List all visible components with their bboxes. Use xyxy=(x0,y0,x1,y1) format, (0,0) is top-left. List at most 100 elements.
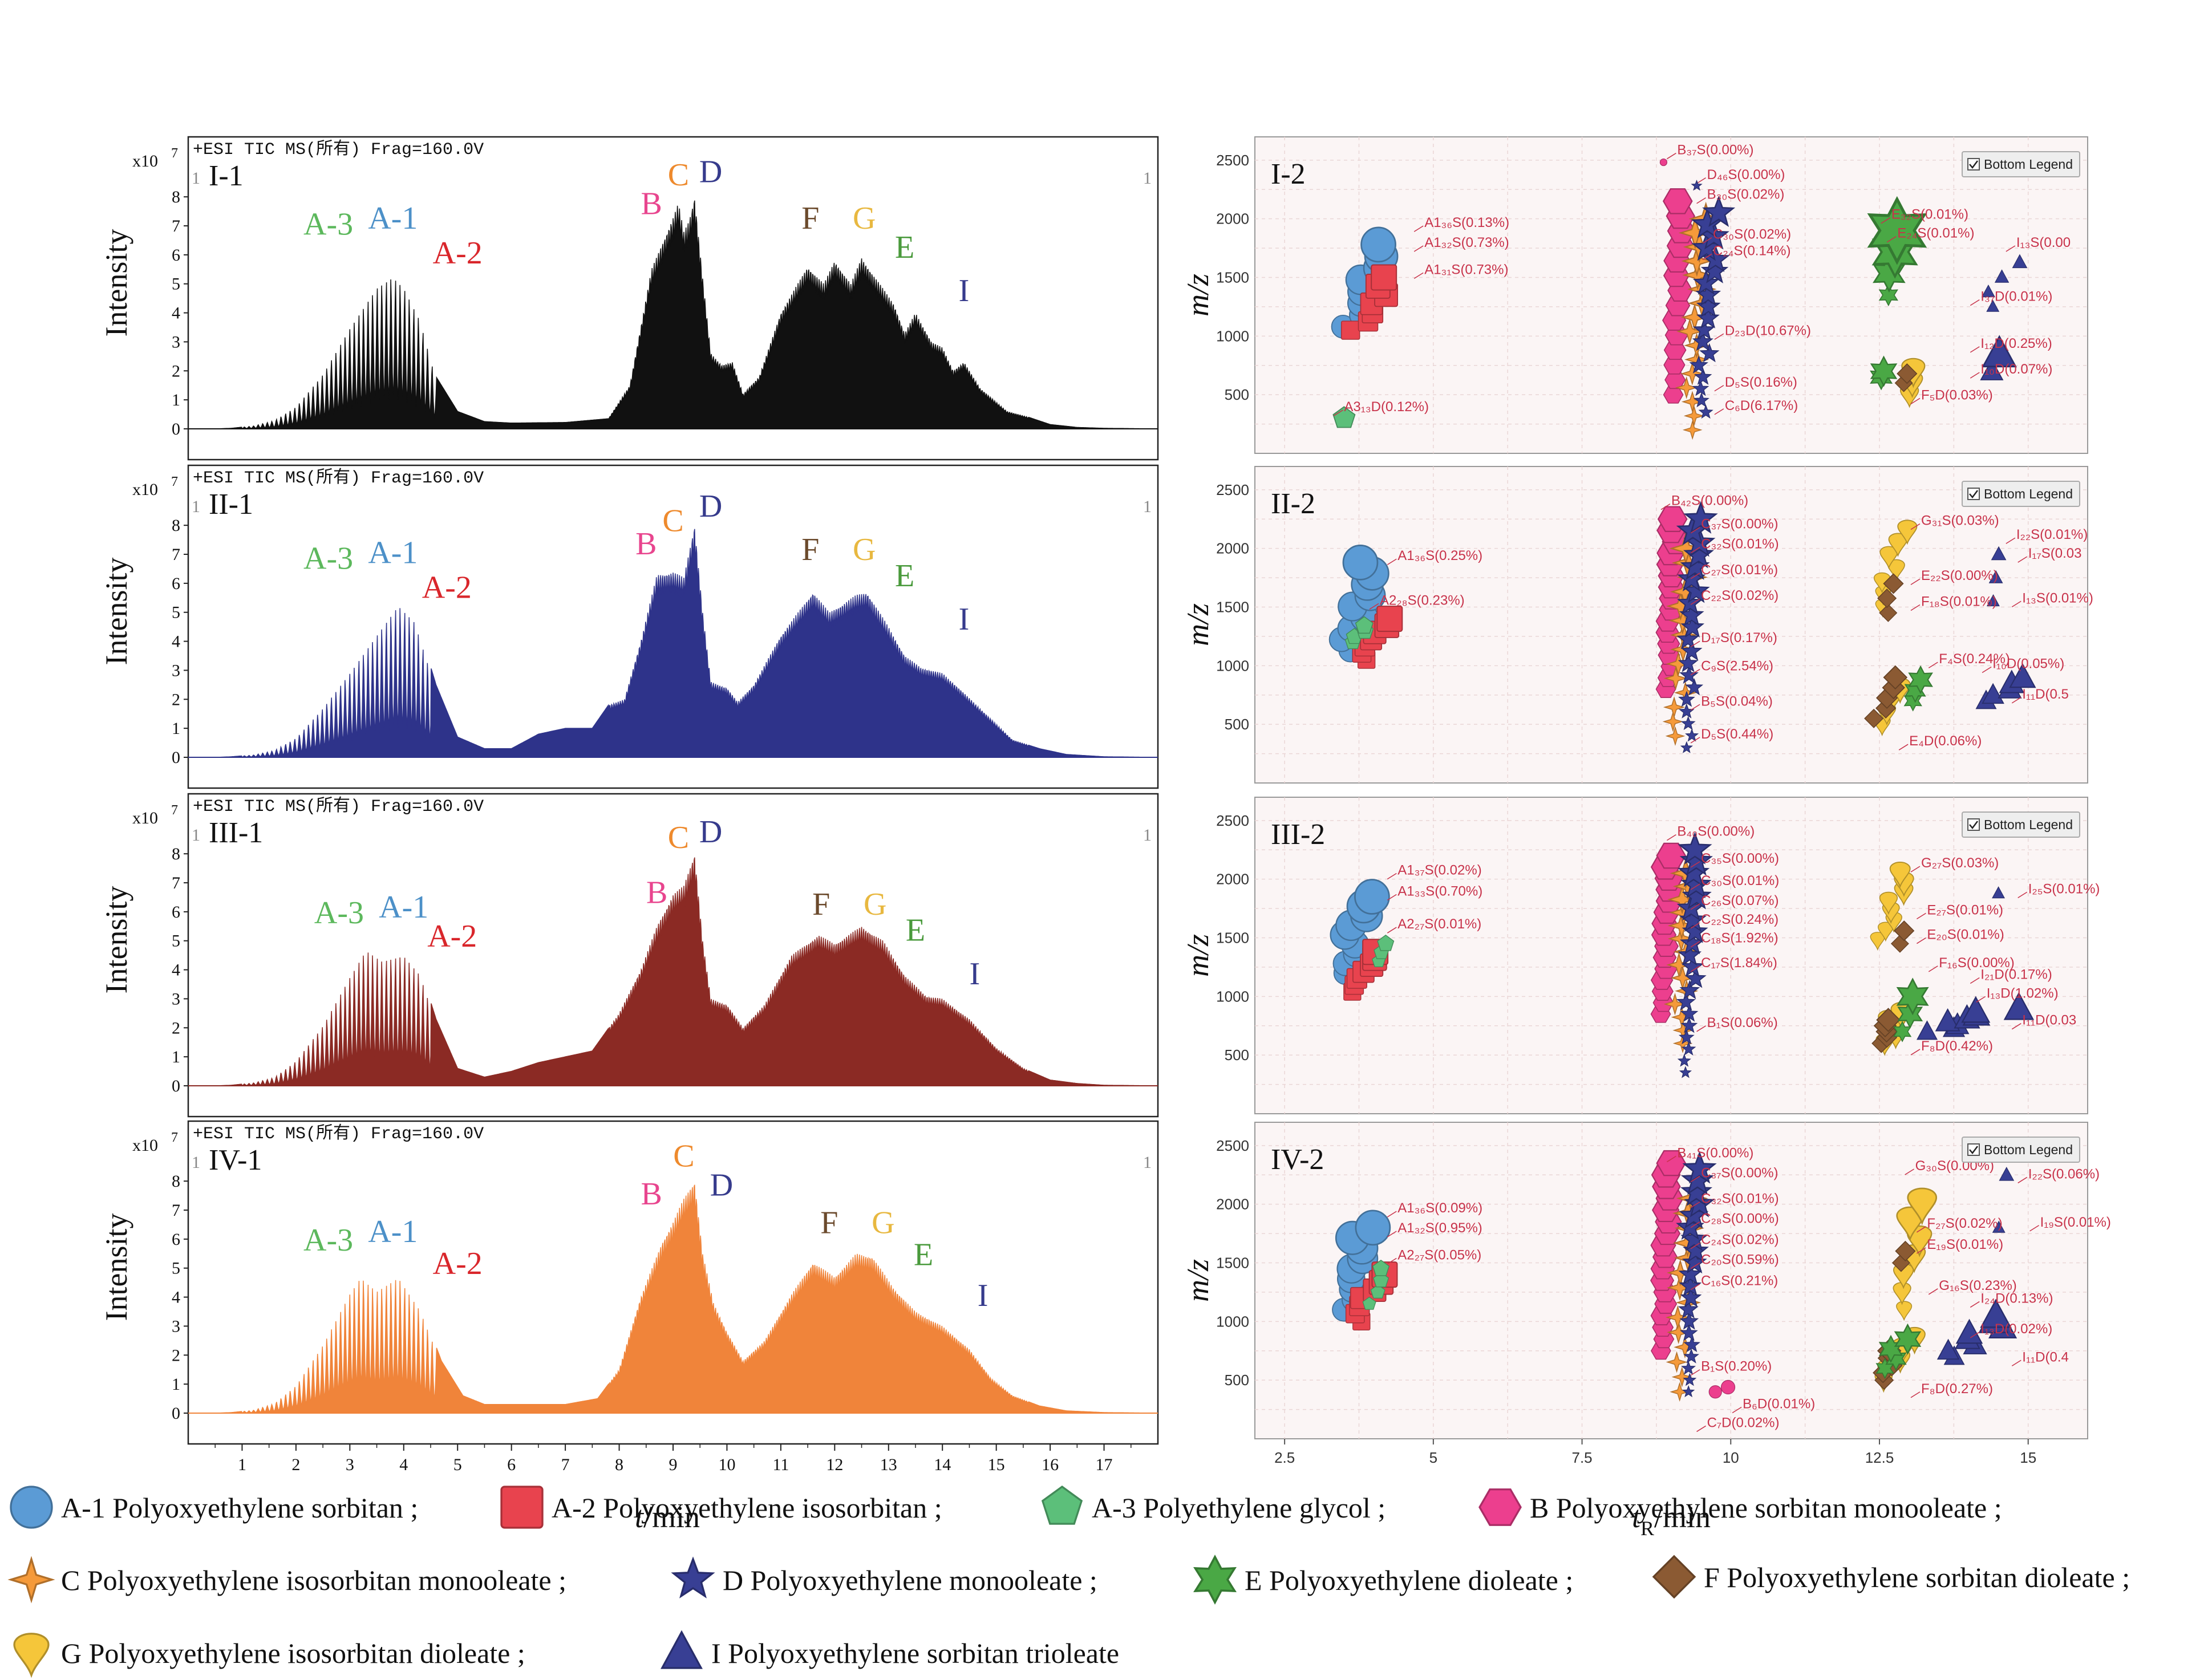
annotation-leader xyxy=(1690,903,1700,910)
scatter-y-tick-label: 2000 xyxy=(1216,210,1249,228)
scatter-y-tick-label: 500 xyxy=(1225,386,1249,403)
tic-header: +ESI TIC MS(所有) Frag=160.0V xyxy=(193,1123,484,1144)
tic-y-axis-label: Intensity xyxy=(99,229,133,337)
legend-item-circle: A-1 Polyoxyethylene sorbitan ; xyxy=(10,1486,418,1529)
peak-annotation: I₁₀D(0.05%) xyxy=(1992,656,2064,671)
bottom-legend-toggle[interactable]: Bottom Legend xyxy=(1962,151,2080,177)
scatter-point-star5 xyxy=(1692,269,1720,295)
legend-item-diamond: F Polyoxyethylene sorbitan dioleate ; xyxy=(1652,1555,2130,1599)
scatter-point-star6 xyxy=(1897,999,1923,1029)
tic-panel-IV-1: 0 1 2 3 4 5 6 7 8 x10 7 +ESI TIC MS(所有) Frag=160.0V… xyxy=(99,1120,1159,1445)
peak-annotation: B₃₀S(0.02%) xyxy=(1707,187,1785,202)
scatter-point-pentagon xyxy=(1355,616,1374,634)
scatter-x-tick-label: 12.5 xyxy=(1865,1449,1894,1466)
peak-annotation: C₂₇S(0.01%) xyxy=(1701,562,1778,578)
scatter-y-tick-label: 1500 xyxy=(1216,269,1249,286)
tic-y-tick-label: 2 xyxy=(172,1018,180,1037)
tic-x-tick-label: 12 xyxy=(826,1455,843,1474)
tic-y-tick-label: 2 xyxy=(172,362,180,380)
peak-label-f: F xyxy=(812,887,830,922)
scatter-point-star5 xyxy=(1694,367,1712,385)
bottom-legend-label: Bottom Legend xyxy=(1984,1142,2073,1157)
annotation-leader xyxy=(1334,409,1343,416)
peak-annotation: B₄₂S(0.00%) xyxy=(1671,493,1748,509)
peak-annotation: C₃₇S(0.00%) xyxy=(1701,1165,1778,1180)
tic-trace xyxy=(188,529,1158,758)
legend-marker-circle xyxy=(10,1486,53,1529)
bottom-legend-button-bg[interactable] xyxy=(1962,811,2080,838)
bottom-legend-button-bg[interactable] xyxy=(1962,481,2080,507)
tic-y-tick-label: 0 xyxy=(172,1404,180,1423)
legend-marker-square xyxy=(500,1486,544,1529)
peak-annotation: D₁₇S(0.17%) xyxy=(1701,630,1777,646)
scatter-point-cross4 xyxy=(1663,666,1688,691)
scatter-point-pentagon xyxy=(1372,1259,1390,1276)
annotation-leader xyxy=(1917,1226,1926,1233)
peak-label-a-2: A-2 xyxy=(427,919,477,954)
tic-y-tick-label: 4 xyxy=(172,632,180,651)
peak-annotation: F₈D(0.27%) xyxy=(1921,1381,1993,1397)
bottom-legend-button-bg[interactable] xyxy=(1962,1137,2080,1163)
scatter-point-star5 xyxy=(1678,691,1695,707)
scatter-point-dot xyxy=(1708,1385,1722,1399)
tic-x-tick-label: 15 xyxy=(988,1455,1005,1474)
tic-y-tick-label: 8 xyxy=(172,1172,180,1191)
tic-panel-label: III-1 xyxy=(209,817,263,849)
peak-annotation: B₃₇S(0.00%) xyxy=(1677,143,1753,158)
tic-x-tick-label: 1 xyxy=(238,1455,246,1474)
annotation-leader xyxy=(1690,1262,1700,1269)
peak-annotation: A1₃₇S(0.02%) xyxy=(1397,862,1481,878)
annotation-leader xyxy=(1690,598,1700,605)
peak-label-a-3: A-3 xyxy=(303,206,353,242)
legend-item-star5: D Polyoxyethylene monooleate ; xyxy=(671,1556,1097,1598)
tic-y-tick-label: 7 xyxy=(172,1201,180,1220)
tic-trace xyxy=(188,1184,1158,1414)
scatter-point-star5 xyxy=(1678,831,1712,865)
peak-annotation: A2₂₇S(0.05%) xyxy=(1397,1247,1481,1263)
annotation-leader xyxy=(1667,152,1676,160)
scatter-point-star5 xyxy=(1679,1274,1702,1296)
peak-annotation: C₆D(6.17%) xyxy=(1725,398,1798,413)
peak-annotation: A1₃₆S(0.25%) xyxy=(1397,548,1482,563)
scatter-point-triangle xyxy=(1980,1298,2012,1328)
peak-annotation: F₄S(0.24%) xyxy=(1939,651,2010,667)
tic-y-tick-label: 1 xyxy=(172,1048,180,1066)
scatter-point-triangle xyxy=(1992,1220,2006,1233)
tic-y-tick-label: 6 xyxy=(172,903,180,922)
scatter-point-star5 xyxy=(1679,844,1713,876)
annotation-leader xyxy=(1970,372,1980,379)
bottom-legend-toggle[interactable]: Bottom Legend xyxy=(1962,481,2080,507)
annotation-leader xyxy=(1690,547,1700,554)
scatter-panel-label: IV-2 xyxy=(1271,1143,1324,1176)
scatter-y-axis-label: m/z xyxy=(1181,603,1215,646)
legend-item-label: A-3 Polyethylene glycol ; xyxy=(1092,1492,1385,1524)
annotation-leader xyxy=(1905,1168,1914,1175)
scatter-point-star5 xyxy=(1680,1017,1698,1033)
scatter-point-star5 xyxy=(1683,501,1718,534)
tic-x-tick-label: 8 xyxy=(615,1455,623,1474)
annotation-leader xyxy=(1917,912,1926,920)
scatter-point-star5 xyxy=(1680,1004,1699,1022)
scatter-point-drop xyxy=(1907,1187,1938,1225)
tic-y-tick-label: 0 xyxy=(172,1077,180,1095)
peak-annotation: C₉S(2.54%) xyxy=(1701,659,1773,674)
scatter-point-star5 xyxy=(1682,1385,1695,1398)
tic-scale-exponent: 7 xyxy=(171,1130,178,1145)
annotation-leader xyxy=(1702,237,1712,244)
annotation-leader xyxy=(1413,225,1424,232)
legend-item-cross4: C Polyoxyethylene isosorbitan monooleate… xyxy=(7,1556,566,1604)
peak-label-a-3: A-3 xyxy=(303,541,353,576)
annotation-leader xyxy=(2017,1176,2028,1184)
tic-y-tick-label: 7 xyxy=(172,217,180,236)
bottom-legend-toggle[interactable]: Bottom Legend xyxy=(1962,811,2080,838)
peak-annotation: I₁₀D(0.07%) xyxy=(1980,362,2052,377)
scatter-point-star5 xyxy=(1683,1373,1697,1386)
legend-item-label: E Polyoxyethylene dioleate ; xyxy=(1245,1564,1573,1596)
bottom-legend-toggle[interactable]: Bottom Legend xyxy=(1962,1137,2080,1163)
annotation-leader xyxy=(1387,927,1397,934)
annotation-leader xyxy=(1702,253,1712,261)
scatter-point-cross4 xyxy=(1682,259,1713,291)
peak-annotation: E₄D(0.06%) xyxy=(1909,733,1982,749)
bottom-legend-button-bg[interactable] xyxy=(1962,151,2080,177)
tic-y-tick-label: 3 xyxy=(172,661,180,680)
